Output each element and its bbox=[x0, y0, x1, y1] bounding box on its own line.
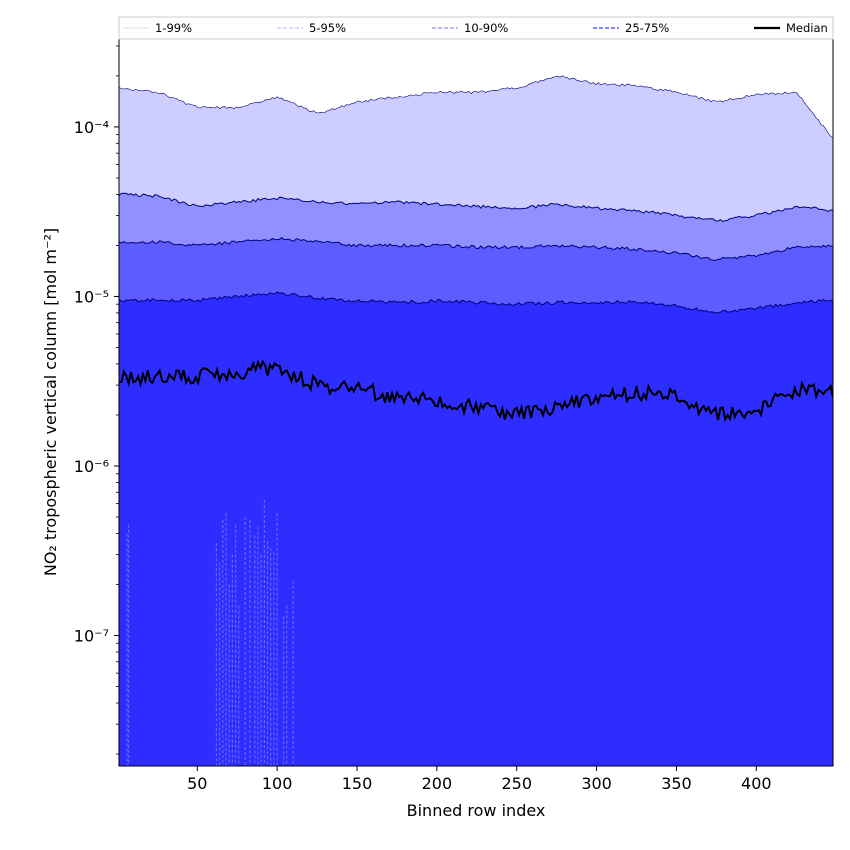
x-tick-label: 150 bbox=[342, 774, 373, 793]
band-1-99-upper-line bbox=[119, 75, 833, 139]
legend-label: 10-90% bbox=[464, 21, 508, 35]
legend-label: 1-99% bbox=[155, 21, 192, 35]
x-tick-label: 350 bbox=[661, 774, 692, 793]
band-layer bbox=[119, 75, 833, 766]
y-tick-label: 10⁻⁷ bbox=[74, 627, 109, 646]
median-line bbox=[119, 359, 833, 423]
legend-label: Median bbox=[786, 21, 828, 35]
y-axis-label: NO₂ tropospheric vertical column [mol m⁻… bbox=[41, 228, 60, 576]
median-layer bbox=[119, 359, 833, 423]
band-25-75-area bbox=[119, 291, 833, 766]
y-tick-label: 10⁻⁵ bbox=[74, 287, 109, 306]
y-tick-label: 10⁻⁴ bbox=[74, 118, 109, 137]
x-axis: 50 100 150 200 250 300 350 400 bbox=[187, 766, 772, 793]
x-tick-label: 250 bbox=[501, 774, 532, 793]
y-axis: 10⁻⁷ 10⁻⁶ 10⁻⁵ 10⁻⁴ bbox=[74, 45, 119, 755]
legend-label: 25-75% bbox=[625, 21, 669, 35]
y-tick-label: 10⁻⁶ bbox=[74, 457, 109, 476]
x-axis-label: Binned row index bbox=[407, 801, 546, 820]
band-5-95-upper-line bbox=[119, 192, 833, 222]
band-25-75-upper-line bbox=[119, 291, 833, 314]
legend-label: 5-95% bbox=[309, 21, 346, 35]
x-tick-label: 100 bbox=[262, 774, 293, 793]
legend: 1-99% 5-95% 10-90% 25-75% Median bbox=[118, 16, 834, 40]
x-tick-label: 200 bbox=[422, 774, 453, 793]
band-10-90-upper-line bbox=[119, 236, 833, 262]
x-tick-label: 400 bbox=[741, 774, 772, 793]
whisker-layer bbox=[126, 500, 294, 766]
x-tick-label: 50 bbox=[187, 774, 207, 793]
legend-box bbox=[118, 16, 834, 40]
x-tick-label: 300 bbox=[581, 774, 612, 793]
